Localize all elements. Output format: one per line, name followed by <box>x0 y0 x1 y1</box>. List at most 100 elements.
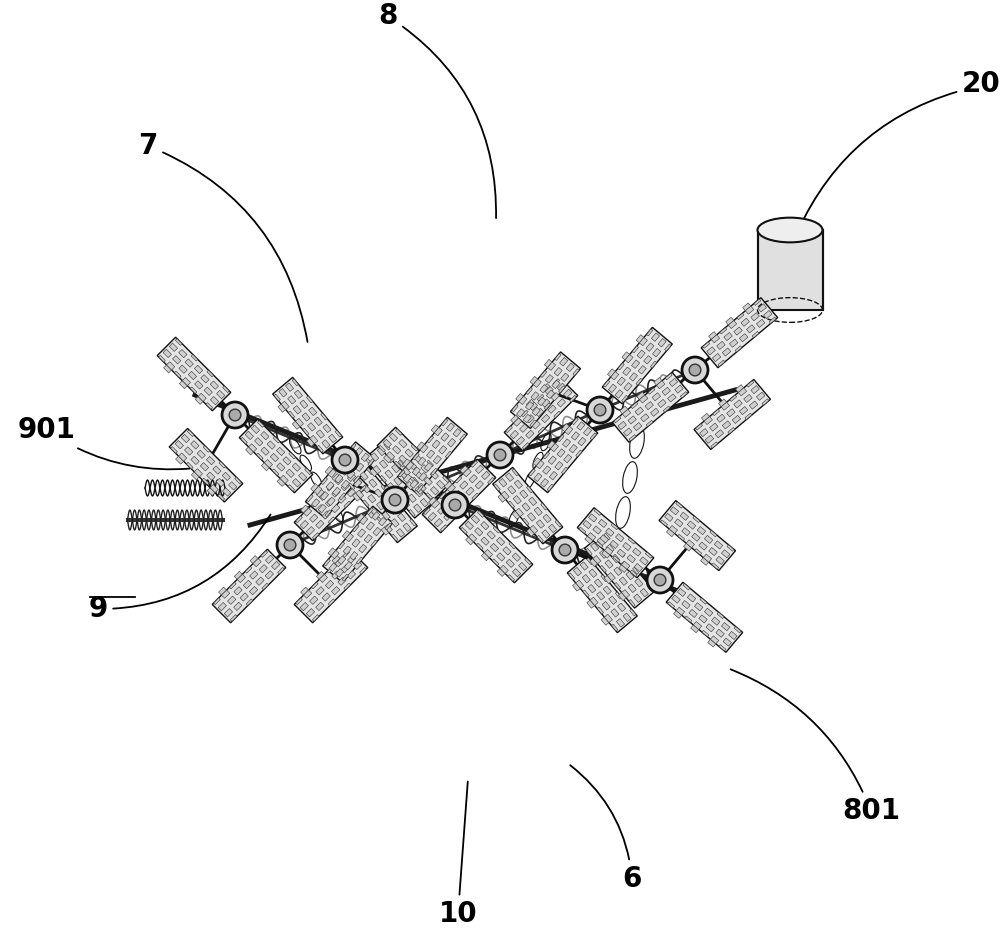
Polygon shape <box>704 608 713 616</box>
Polygon shape <box>403 523 411 531</box>
Polygon shape <box>360 567 366 574</box>
Polygon shape <box>530 376 538 385</box>
Circle shape <box>587 397 613 423</box>
Polygon shape <box>578 437 586 446</box>
Polygon shape <box>338 542 345 549</box>
Polygon shape <box>249 586 258 595</box>
Polygon shape <box>270 453 279 462</box>
Polygon shape <box>758 304 766 312</box>
Polygon shape <box>288 396 296 405</box>
Polygon shape <box>314 417 322 426</box>
Polygon shape <box>243 581 252 588</box>
Polygon shape <box>699 615 707 623</box>
Polygon shape <box>700 598 707 605</box>
Polygon shape <box>228 596 236 605</box>
Polygon shape <box>634 564 643 571</box>
Polygon shape <box>381 485 387 492</box>
Polygon shape <box>355 447 363 456</box>
Polygon shape <box>322 511 330 519</box>
Polygon shape <box>212 549 286 623</box>
Polygon shape <box>387 483 395 491</box>
Polygon shape <box>520 424 528 432</box>
Polygon shape <box>715 429 724 438</box>
Polygon shape <box>612 625 618 631</box>
Polygon shape <box>506 426 512 432</box>
Polygon shape <box>424 477 432 486</box>
Polygon shape <box>262 584 269 590</box>
Polygon shape <box>536 520 544 528</box>
Polygon shape <box>417 486 423 492</box>
Polygon shape <box>190 387 197 393</box>
Polygon shape <box>460 434 466 441</box>
Polygon shape <box>261 550 268 557</box>
Polygon shape <box>633 548 641 556</box>
Polygon shape <box>335 477 343 485</box>
Text: 10: 10 <box>439 782 477 928</box>
Polygon shape <box>676 502 683 508</box>
Polygon shape <box>555 462 563 470</box>
Polygon shape <box>368 494 376 503</box>
Polygon shape <box>674 610 682 619</box>
Polygon shape <box>554 367 562 376</box>
Polygon shape <box>640 557 648 565</box>
Polygon shape <box>490 544 499 552</box>
Polygon shape <box>577 422 585 430</box>
Polygon shape <box>651 333 660 342</box>
Polygon shape <box>657 381 665 388</box>
Polygon shape <box>658 399 666 407</box>
Polygon shape <box>302 413 310 421</box>
Polygon shape <box>712 353 721 362</box>
Polygon shape <box>437 481 445 488</box>
Polygon shape <box>529 497 537 506</box>
Polygon shape <box>701 558 709 565</box>
Polygon shape <box>703 342 710 348</box>
Polygon shape <box>432 500 440 508</box>
Polygon shape <box>414 455 423 464</box>
Polygon shape <box>553 379 560 386</box>
Polygon shape <box>555 520 561 527</box>
Polygon shape <box>619 577 627 585</box>
Polygon shape <box>364 442 435 518</box>
Polygon shape <box>408 462 417 469</box>
Polygon shape <box>413 453 419 460</box>
Polygon shape <box>289 452 296 459</box>
Polygon shape <box>356 463 364 471</box>
Polygon shape <box>558 435 564 442</box>
Polygon shape <box>549 471 557 480</box>
Polygon shape <box>191 354 198 361</box>
Polygon shape <box>316 603 324 610</box>
Polygon shape <box>344 562 352 570</box>
Polygon shape <box>546 390 555 399</box>
Polygon shape <box>379 446 385 452</box>
Polygon shape <box>537 535 543 543</box>
Polygon shape <box>393 446 401 454</box>
Polygon shape <box>633 423 642 430</box>
Polygon shape <box>245 566 252 573</box>
Polygon shape <box>335 559 343 566</box>
Polygon shape <box>292 463 301 471</box>
Polygon shape <box>708 640 716 647</box>
Polygon shape <box>240 593 248 601</box>
Polygon shape <box>427 494 433 502</box>
Polygon shape <box>377 447 385 456</box>
Polygon shape <box>357 513 364 522</box>
Polygon shape <box>611 524 618 529</box>
Polygon shape <box>360 472 368 480</box>
Polygon shape <box>570 395 576 402</box>
Polygon shape <box>717 414 725 423</box>
Polygon shape <box>430 471 439 479</box>
Polygon shape <box>347 466 417 543</box>
Polygon shape <box>255 438 263 446</box>
Polygon shape <box>343 545 351 554</box>
Polygon shape <box>629 600 635 606</box>
Polygon shape <box>187 430 194 437</box>
Polygon shape <box>303 428 309 435</box>
Polygon shape <box>395 502 402 509</box>
Polygon shape <box>272 469 279 476</box>
Polygon shape <box>328 469 336 478</box>
Polygon shape <box>650 361 657 368</box>
Polygon shape <box>665 373 672 380</box>
Polygon shape <box>181 434 190 443</box>
Polygon shape <box>342 530 350 539</box>
Polygon shape <box>654 378 662 386</box>
